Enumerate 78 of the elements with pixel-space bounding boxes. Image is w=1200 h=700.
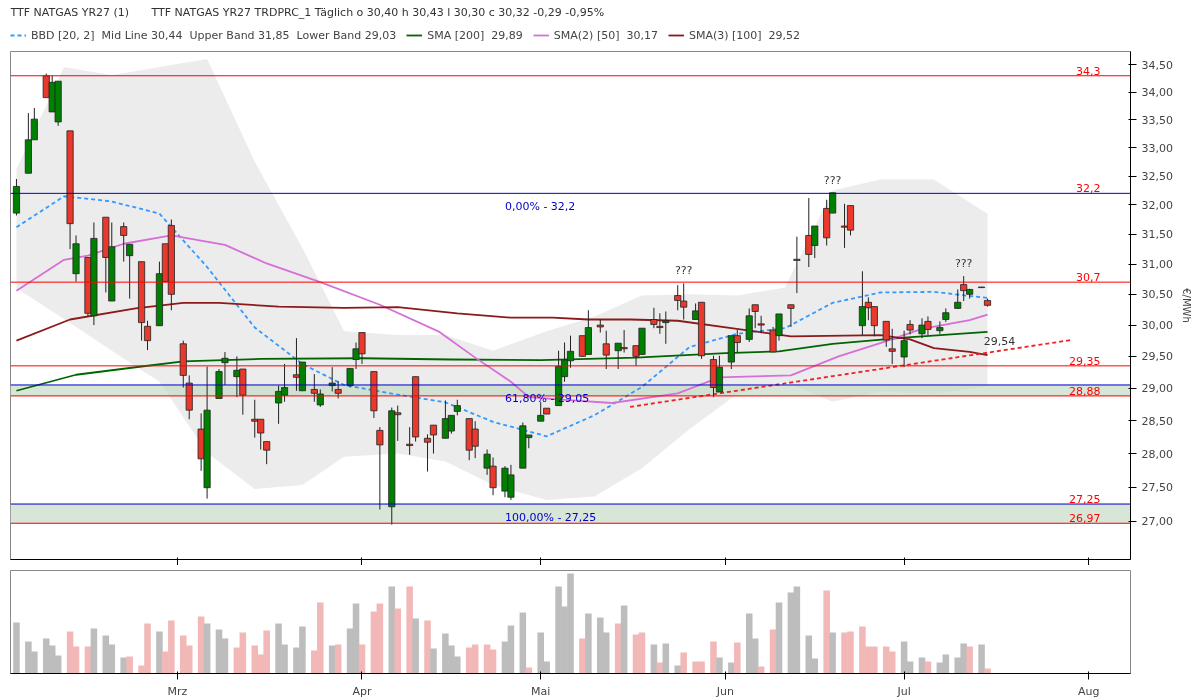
bar xyxy=(620,605,628,674)
y-tick-label: 34,50 xyxy=(1141,58,1173,72)
ref-line-label: 32,2 xyxy=(1076,182,1101,196)
bar xyxy=(519,612,527,674)
annotation: ??? xyxy=(954,257,973,271)
y-tick-label: 27,00 xyxy=(1141,515,1173,529)
y-tick-label: 32,50 xyxy=(1141,170,1173,184)
bar xyxy=(734,642,741,674)
y-tick-label: 28,00 xyxy=(1141,447,1173,461)
bar xyxy=(406,586,413,674)
legend-label: SMA(3) [100] 29,52 xyxy=(688,28,801,42)
ref-line-label: 29,35 xyxy=(1069,354,1101,368)
x-tick-label: Jul xyxy=(896,684,911,698)
y-tick-label: 34,00 xyxy=(1141,86,1173,100)
legend-label: BBD [20, 2] Mid Line 30,44 Upper Band 31,85 Lower Band 29,03 xyxy=(31,28,397,42)
candlestick xyxy=(900,330,908,368)
bar xyxy=(978,644,985,674)
y-tick-label: 28,50 xyxy=(1141,414,1173,428)
bar xyxy=(424,620,431,674)
candlestick xyxy=(757,315,765,334)
ref-line-label: 26,97 xyxy=(1069,512,1101,526)
ref-line-label: 27,25 xyxy=(1069,493,1101,507)
y-tick-label: 33,00 xyxy=(1141,141,1173,155)
annotation: 29,54 xyxy=(983,334,1016,348)
y-axis-title: €/MWh xyxy=(1180,288,1192,323)
bar xyxy=(775,602,783,674)
y-tick-label: 32,00 xyxy=(1141,198,1173,212)
y-tick-label: 31,00 xyxy=(1141,258,1173,272)
candlestick xyxy=(429,424,438,454)
annotation: 100,00% - 27,25 xyxy=(504,511,597,525)
bar xyxy=(716,657,723,674)
candlestick xyxy=(406,426,414,456)
bar xyxy=(251,645,259,674)
annotation: ??? xyxy=(823,173,842,187)
bar xyxy=(829,632,836,674)
bar xyxy=(966,646,973,674)
annotation: 0,00% - 32,2 xyxy=(504,200,576,214)
y-tick-label: 30,00 xyxy=(1141,319,1173,333)
ref-line-label: 30,7 xyxy=(1076,271,1101,285)
y-tick-label: 27,50 xyxy=(1141,481,1173,495)
candlestick xyxy=(793,236,801,294)
annotation: ??? xyxy=(674,264,693,278)
bar xyxy=(710,641,717,674)
bar xyxy=(680,652,687,674)
legend-label: SMA [200] 29,89 xyxy=(427,28,523,42)
candlestick xyxy=(263,441,271,465)
candlestick xyxy=(602,330,610,370)
bar xyxy=(823,590,830,674)
x-tick-label: Aug xyxy=(1078,684,1100,698)
ref-line-label: 34,3 xyxy=(1076,64,1101,78)
chart-subtitle: TTF NATGAS YR27 TRDPRC_1 Täglich o 30,40 h 30,43 l 30,30 c 30,32 -0,29 -0,95% xyxy=(150,6,605,19)
candlestick xyxy=(423,433,432,473)
y-tick-label: 29,00 xyxy=(1141,382,1173,396)
candlestick xyxy=(882,320,890,348)
y-tick-label: 29,50 xyxy=(1141,350,1173,364)
x-tick-label: Mrz xyxy=(167,684,188,698)
bar xyxy=(394,608,402,674)
ref-line-label: 28,88 xyxy=(1069,384,1101,398)
bar xyxy=(430,648,437,674)
y-tick-label: 31,50 xyxy=(1141,228,1173,242)
candlestick xyxy=(787,304,795,328)
candlestick xyxy=(888,328,896,365)
candlestick xyxy=(906,319,914,335)
y-tick-label: 30,50 xyxy=(1141,288,1173,302)
x-tick-label: Mai xyxy=(531,684,551,698)
candlestick xyxy=(376,426,384,511)
bar xyxy=(769,629,777,674)
bar xyxy=(203,623,211,674)
x-tick-label: Apr xyxy=(352,684,372,698)
bar xyxy=(614,623,622,674)
candlestick xyxy=(936,320,944,335)
chart-title: TTF NATGAS YR27 (1) xyxy=(9,6,130,19)
y-tick-label: 33,50 xyxy=(1141,113,1173,127)
bar xyxy=(412,618,419,674)
bar xyxy=(585,613,592,674)
x-tick-label: Jun xyxy=(715,684,735,698)
bar xyxy=(197,616,205,674)
legend-label: SMA(2) [50] 30,17 xyxy=(553,28,658,42)
